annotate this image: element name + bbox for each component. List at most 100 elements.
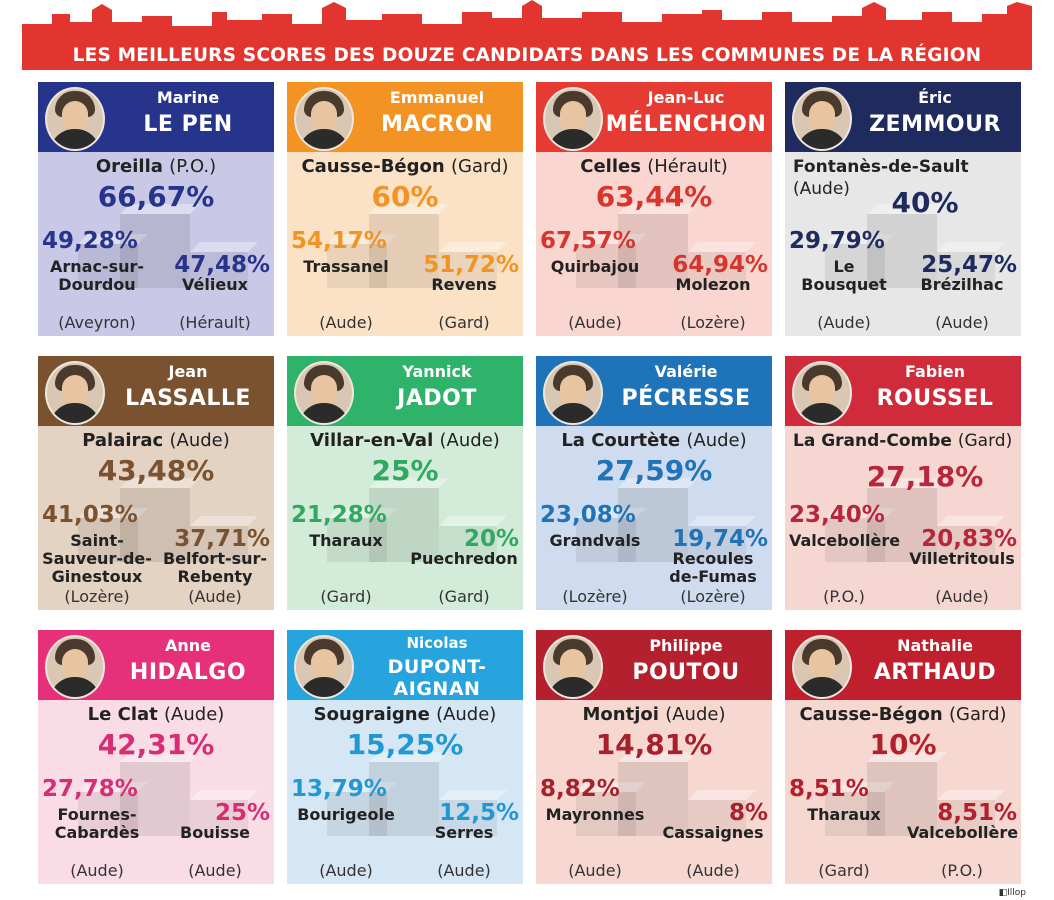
first-place-commune: La Grand-Combe (Gard) — [793, 430, 1013, 452]
third-place-dept: (Lozère) — [680, 587, 746, 606]
podium-right-front — [937, 252, 995, 288]
third-place-commune: Belfort-sur-Rebenty — [162, 549, 268, 586]
podium-center-top — [618, 752, 698, 762]
photo-face — [62, 375, 88, 405]
candidate-last-name: DUPONT-AIGNAN — [387, 656, 487, 700]
third-place-commune: Villetritouls — [909, 549, 1015, 568]
candidate-photo — [543, 87, 603, 151]
first-place-commune-name: Le Clat — [87, 704, 158, 725]
photo-face — [560, 101, 586, 131]
second-place-value: 23,40% — [789, 502, 885, 528]
first-place-commune: Sougraigne (Aude) — [295, 704, 515, 726]
third-place-dept: (P.O.) — [941, 861, 983, 880]
first-place-commune: Celles (Hérault) — [544, 156, 764, 178]
third-place-dept: (Aude) — [437, 861, 491, 880]
podium-illustration — [825, 752, 1005, 836]
first-place-dept: (Aude) — [665, 704, 726, 725]
first-place-dept: (Gard) — [957, 431, 1013, 451]
photo-face — [809, 375, 835, 405]
photo-body — [548, 677, 598, 697]
third-place-value: 8,51% — [937, 800, 1017, 826]
scores-panel: Oreilla (P.O.) 66,67% 49,28% Arnac-sur-D… — [38, 152, 274, 336]
third-place-commune: Brézilhac — [920, 275, 1004, 294]
first-place-dept: (Gard) — [949, 704, 1007, 725]
candidate-card: Valérie PÉCRESSE La Courtète (Aude) 27,5… — [536, 356, 772, 610]
photo-face — [809, 101, 835, 131]
podium-left-front — [825, 792, 885, 836]
first-place-commune-name: La Grand-Combe — [793, 431, 952, 451]
photo-face — [560, 649, 586, 679]
photo-body — [797, 677, 847, 697]
candidate-header: Éric ZEMMOUR — [785, 82, 1021, 152]
first-place-value: 60% — [371, 180, 439, 213]
photo-face — [809, 649, 835, 679]
podium-center-top — [867, 478, 947, 488]
photo-body — [50, 129, 100, 149]
second-place-value: 8,82% — [540, 776, 620, 802]
podium-right-front — [439, 526, 497, 562]
podium-left-front — [576, 792, 636, 836]
candidate-header: Marine LE PEN — [38, 82, 274, 152]
candidate-header: Fabien ROUSSEL — [785, 356, 1021, 426]
scores-panel: Montjoi (Aude) 14,81% 8,82% Mayronnes (A… — [536, 700, 772, 884]
first-place-value: 42,31% — [97, 728, 215, 761]
podium-left-front — [327, 518, 387, 562]
podium-right-front — [190, 252, 248, 288]
photo-body — [299, 403, 349, 423]
third-place-dept: (Aude) — [188, 587, 242, 606]
first-place-commune: Le Clat (Aude) — [46, 704, 266, 726]
podium-left-block — [78, 234, 148, 244]
podium-center-top — [867, 752, 947, 762]
scores-panel: Celles (Hérault) 63,44% 67,57% Quirbajou… — [536, 152, 772, 336]
candidate-photo — [792, 635, 852, 699]
photo-face — [62, 101, 88, 131]
candidate-first-name: Éric — [918, 88, 952, 107]
podium-right-front — [190, 526, 248, 562]
first-place-commune: Oreilla (P.O.) — [46, 156, 266, 178]
second-place-dept: (Aude) — [568, 861, 622, 880]
podium-right-top — [688, 516, 756, 526]
second-place-dept: (Aude) — [817, 313, 871, 332]
candidate-photo — [294, 635, 354, 699]
first-place-commune-name: Sougraigne — [313, 704, 430, 725]
podium-left-front — [327, 244, 387, 288]
podium-center-top — [369, 752, 449, 762]
photo-face — [311, 649, 337, 679]
second-place-commune: Arnac-sur-Dourdou — [49, 257, 145, 294]
first-place-dept: (Aude) — [436, 704, 497, 725]
candidate-last-name: JADOT — [397, 386, 477, 411]
podium-center-front — [120, 762, 190, 836]
candidate-photo — [45, 635, 105, 699]
podium-left-front — [825, 244, 885, 288]
photo-body — [299, 129, 349, 149]
second-place-commune: Le Bousquet — [801, 257, 887, 294]
scores-panel: La Grand-Combe (Gard) 27,18% 23,40% Valc… — [785, 426, 1021, 610]
third-place-commune: Puechredon — [410, 549, 518, 568]
podium-left-block — [825, 782, 895, 792]
third-place-dept: (Aude) — [935, 587, 989, 606]
third-place-value: 47,48% — [174, 252, 270, 278]
candidate-header: Yannick JADOT — [287, 356, 523, 426]
podium-center-front — [120, 214, 190, 288]
candidate-card: Fabien ROUSSEL La Grand-Combe (Gard) 27,… — [785, 356, 1021, 610]
podium-center-front — [618, 762, 688, 836]
photo-body — [797, 403, 847, 423]
podium-left-front — [576, 244, 636, 288]
candidate-photo — [45, 87, 105, 151]
podium-left-block — [327, 508, 397, 518]
first-place-dept: (P.O.) — [169, 156, 217, 177]
first-place-value: 10% — [869, 728, 937, 761]
third-place-value: 37,71% — [174, 526, 270, 552]
candidate-last-name: ROUSSEL — [876, 386, 994, 411]
candidate-last-name: HIDALGO — [129, 660, 247, 685]
second-place-value: 54,17% — [291, 228, 387, 254]
podium-left-front — [78, 792, 138, 836]
podium-left-front — [78, 244, 138, 288]
first-place-commune-name: Montjoi — [582, 704, 659, 725]
candidate-header: Anne HIDALGO — [38, 630, 274, 700]
candidate-photo — [294, 361, 354, 425]
podium-illustration — [825, 204, 1005, 288]
candidate-first-name: Jean — [168, 362, 208, 381]
candidate-first-name: Valérie — [654, 362, 718, 381]
scores-panel: Le Clat (Aude) 42,31% 27,78% Fournes-Cab… — [38, 700, 274, 884]
